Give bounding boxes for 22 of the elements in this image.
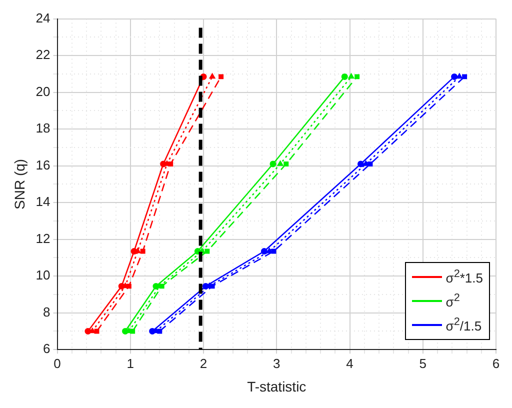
y-tick-label: 20 xyxy=(36,84,50,99)
x-tick-label: 3 xyxy=(273,356,280,371)
y-tick-label: 16 xyxy=(36,157,50,172)
x-tick-label: 0 xyxy=(54,356,61,371)
x-tick-label: 2 xyxy=(200,356,208,371)
x-axis-title: T-statistic xyxy=(247,378,306,394)
y-axis-title: SNR (q) xyxy=(11,158,28,210)
x-tick-label: 4 xyxy=(346,356,354,371)
y-tick-label: 10 xyxy=(36,268,50,283)
y-tick-label: 14 xyxy=(36,194,50,210)
y-tick-label: 18 xyxy=(36,120,50,136)
legend-label: σ$^{2}$/1.5 xyxy=(446,316,482,334)
y-tick-label: 12 xyxy=(36,230,50,246)
y-tick-label: 8 xyxy=(43,304,50,320)
x-tick-label: 6 xyxy=(492,356,500,371)
legend-label: σ$^{2}$*1.5 xyxy=(446,268,483,286)
y-tick-label: 24 xyxy=(36,10,50,26)
x-tick-label: 5 xyxy=(419,356,426,371)
y-tick-label: 22 xyxy=(36,47,50,62)
legend-label: σ$^{2}$ xyxy=(446,292,460,310)
y-tick-label: 6 xyxy=(43,341,50,356)
x-tick-label: 1 xyxy=(126,356,134,371)
